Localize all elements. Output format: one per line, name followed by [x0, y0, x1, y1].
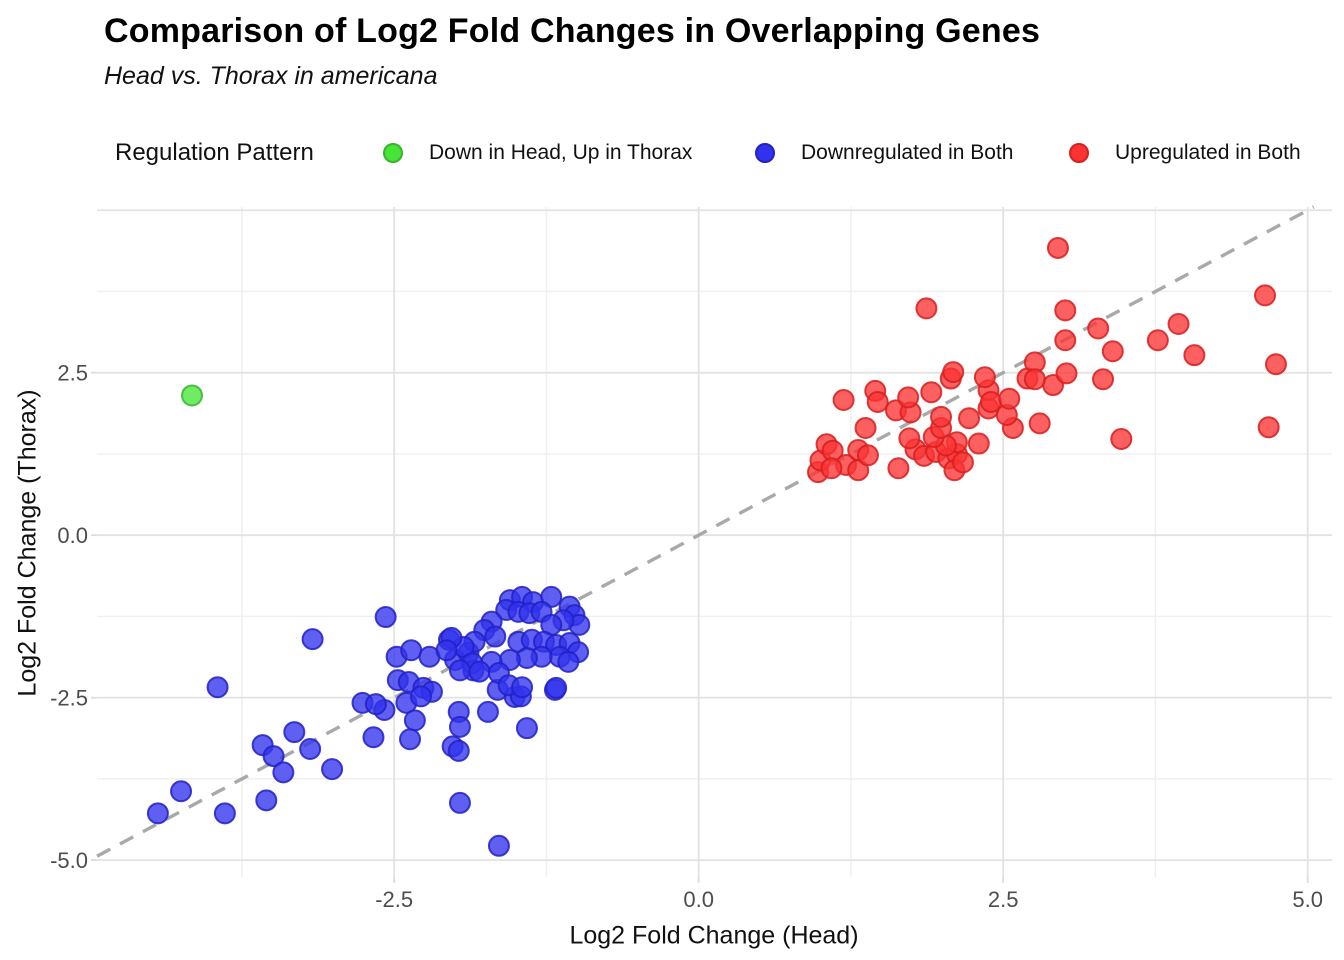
- data-point: [301, 628, 324, 651]
- data-point: [213, 802, 236, 825]
- data-point: [1167, 312, 1190, 335]
- data-point: [448, 715, 471, 738]
- data-point: [476, 700, 499, 723]
- data-point: [1054, 329, 1077, 352]
- x-tick-label: 0.0: [683, 887, 714, 912]
- data-point: [448, 791, 471, 814]
- data-point: [448, 659, 471, 682]
- y-tick-label: -5.0: [50, 848, 88, 873]
- data-point: [920, 381, 943, 404]
- data-point: [321, 758, 344, 781]
- legend-label: Downregulated in Both: [801, 141, 1014, 164]
- data-point: [942, 361, 965, 384]
- data-point: [887, 457, 910, 480]
- data-point: [170, 780, 193, 803]
- data-point: [832, 389, 855, 412]
- legend-label: Upregulated in Both: [1115, 141, 1301, 164]
- data-point: [854, 416, 877, 439]
- data-point: [435, 639, 458, 662]
- data-point: [1055, 362, 1078, 385]
- data-point: [374, 606, 397, 629]
- data-point: [283, 721, 306, 744]
- data-point: [856, 444, 879, 467]
- data-point: [487, 834, 510, 857]
- data-point: [262, 745, 285, 768]
- data-point: [515, 717, 538, 740]
- legend-label: Down in Head, Up in Thorax: [429, 141, 693, 164]
- legend-item-upregulated-both: Upregulated in Both: [1069, 140, 1301, 166]
- identity-reference-line: [96, 205, 1315, 858]
- data-point: [409, 685, 432, 708]
- x-tick-label: -2.5: [375, 887, 413, 912]
- data-point: [1183, 344, 1206, 367]
- data-point: [967, 432, 990, 455]
- y-tick-label: 2.5: [57, 361, 88, 386]
- data-point: [1254, 284, 1277, 307]
- data-point: [1257, 416, 1280, 439]
- data-point: [897, 386, 920, 409]
- data-point: [364, 693, 387, 716]
- green-dot-icon: [383, 143, 403, 163]
- data-point: [1087, 317, 1110, 340]
- data-point: [1110, 427, 1133, 450]
- x-tick-label: 2.5: [988, 887, 1019, 912]
- data-point: [866, 390, 889, 413]
- data-point: [820, 457, 843, 480]
- data-point: [998, 387, 1021, 410]
- data-point: [1146, 329, 1169, 352]
- blue-dot-icon: [755, 143, 775, 163]
- legend-title: Regulation Pattern: [115, 139, 314, 166]
- data-point: [1028, 412, 1051, 435]
- y-tick-label: 0.0: [57, 523, 88, 548]
- data-point: [146, 802, 169, 825]
- data-point: [181, 384, 203, 407]
- data-point: [1101, 340, 1124, 363]
- legend-item-downregulated-both: Downregulated in Both: [755, 140, 1013, 166]
- y-tick-label: -2.5: [50, 686, 88, 711]
- data-point: [915, 297, 938, 320]
- data-point: [545, 676, 568, 699]
- data-point: [400, 639, 423, 662]
- data-point: [511, 676, 534, 699]
- data-point: [362, 726, 385, 749]
- data-point: [973, 366, 996, 389]
- data-point: [958, 407, 981, 430]
- data-point: [930, 405, 953, 428]
- x-axis-title: Log2 Fold Change (Head): [569, 921, 859, 950]
- data-point: [206, 676, 229, 699]
- chart-title: Comparison of Log2 Fold Changes in Overl…: [104, 12, 1041, 50]
- red-dot-icon: [1069, 143, 1089, 163]
- data-point: [1264, 353, 1287, 376]
- data-point: [557, 650, 580, 673]
- chart-subtitle: Head vs. Thorax in americana: [104, 62, 438, 90]
- data-point: [979, 390, 1002, 413]
- x-tick-label: 5.0: [1292, 887, 1323, 912]
- data-point: [403, 709, 426, 732]
- y-axis-title: Log2 Fold Change (Thorax): [13, 389, 42, 697]
- data-point: [1023, 368, 1046, 391]
- data-point: [255, 789, 278, 812]
- data-point: [447, 739, 470, 762]
- data-point: [299, 737, 322, 760]
- legend-item-down-head-up-thorax: Down in Head, Up in Thorax: [383, 140, 692, 166]
- data-point: [468, 660, 491, 683]
- data-point: [951, 451, 974, 474]
- data-point: [1092, 368, 1115, 391]
- data-point: [1046, 236, 1069, 259]
- data-point: [1054, 299, 1077, 322]
- data-point: [272, 761, 295, 784]
- data-point: [898, 427, 921, 450]
- data-point: [484, 625, 507, 648]
- data-point: [399, 728, 422, 751]
